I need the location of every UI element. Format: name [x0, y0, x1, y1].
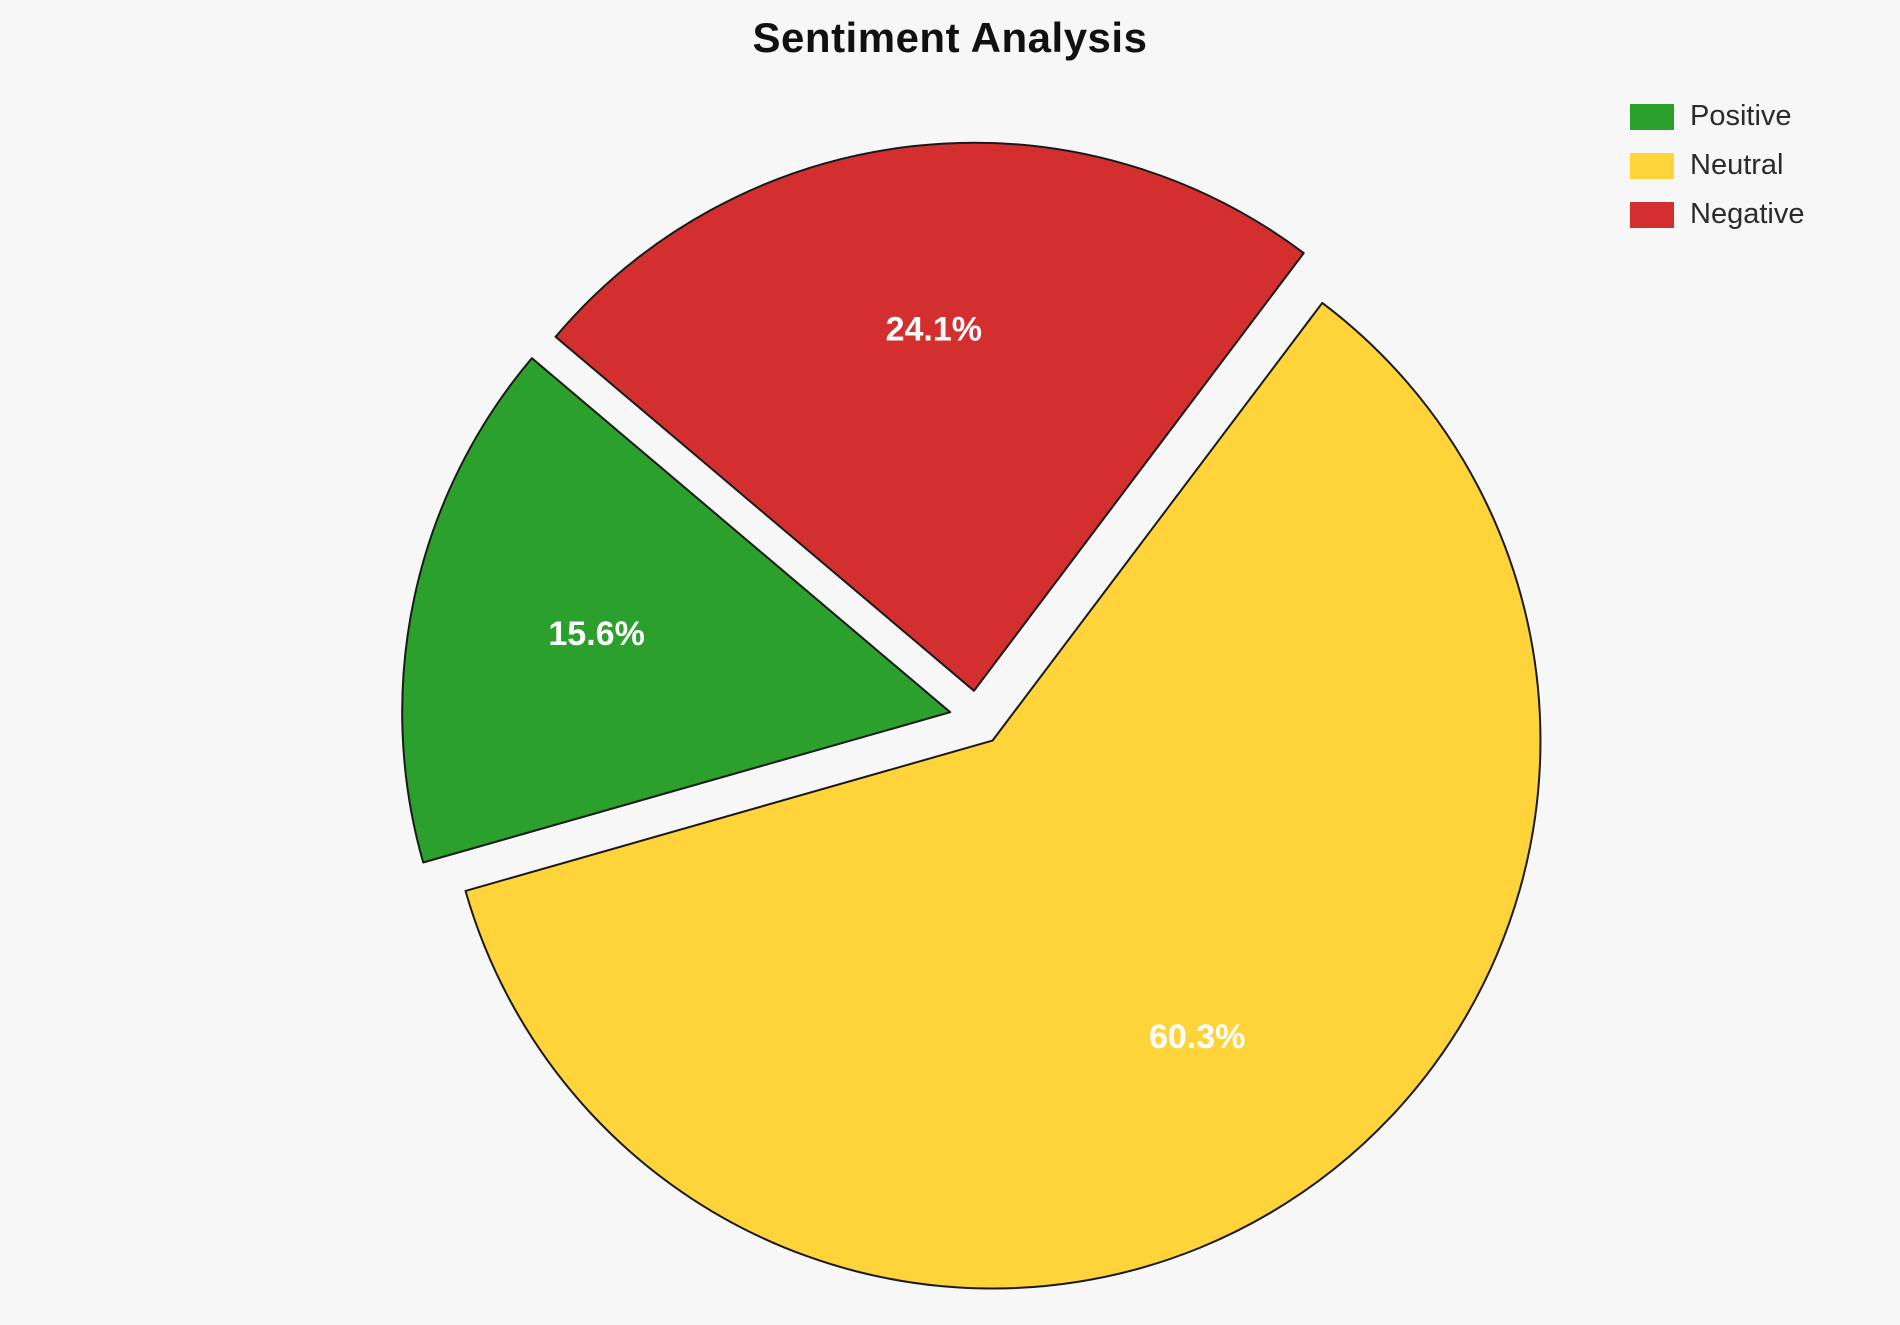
pie-slice-negative	[554, 141, 1305, 692]
legend-swatch-neutral	[1630, 152, 1674, 179]
legend-item-neutral: Neutral	[1630, 149, 1804, 182]
pie-slice-label-negative: 24.1%	[886, 310, 982, 348]
legend-item-negative: Negative	[1630, 198, 1804, 231]
legend-item-positive: Positive	[1630, 100, 1804, 133]
legend-swatch-positive	[1630, 103, 1674, 130]
legend-label-positive: Positive	[1690, 100, 1792, 132]
pie-slice-positive	[401, 357, 952, 864]
legend-label-negative: Negative	[1690, 198, 1805, 230]
pie-slice-label-neutral: 60.3%	[1149, 1018, 1245, 1056]
legend-swatch-negative	[1630, 201, 1674, 228]
legend: Positive Neutral Negative	[1630, 100, 1804, 231]
legend-label-neutral: Neutral	[1690, 149, 1784, 181]
pie-slice-label-positive: 15.6%	[548, 615, 644, 653]
chart-title: Sentiment Analysis	[752, 14, 1148, 61]
pie-slice-neutral	[464, 301, 1542, 1290]
